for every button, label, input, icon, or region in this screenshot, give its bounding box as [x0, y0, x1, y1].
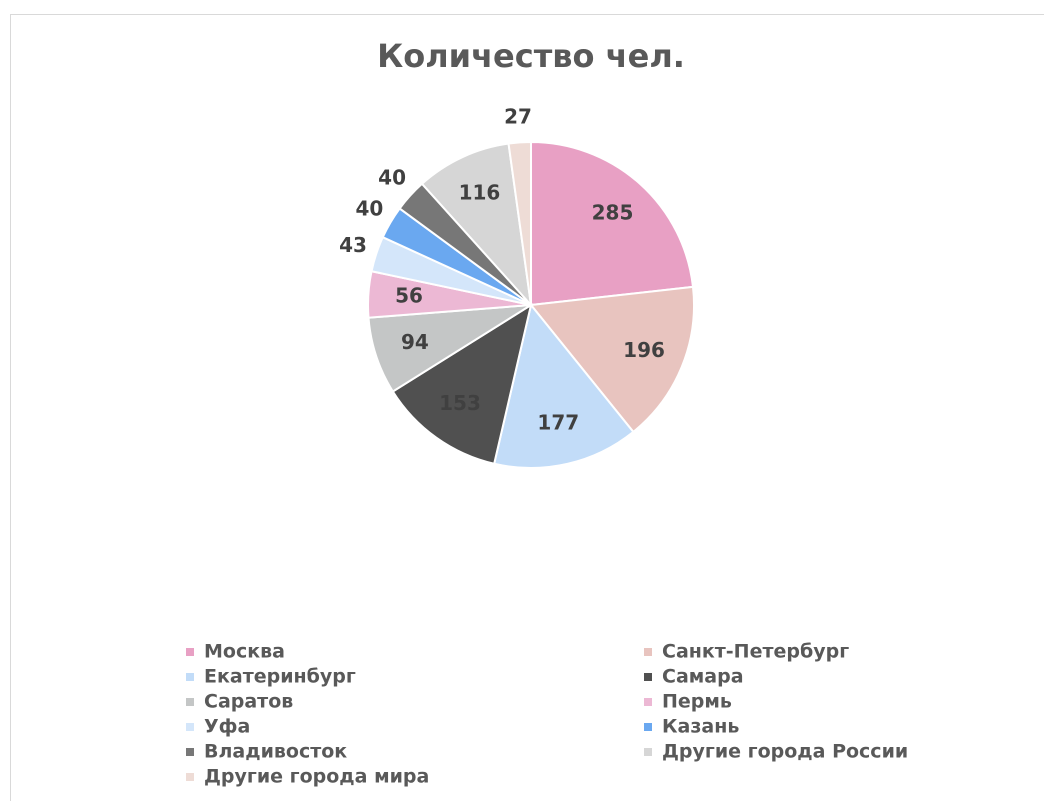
legend-label: Пермь — [662, 691, 732, 713]
data-label: 285 — [592, 200, 634, 224]
legend-swatch — [644, 698, 652, 706]
legend-label: Саратов — [204, 691, 293, 713]
legend-label: Уфа — [204, 716, 250, 738]
data-label: 56 — [395, 284, 423, 308]
legend-label: Казань — [662, 716, 739, 738]
legend-label: Самара — [662, 666, 744, 688]
data-label: 196 — [623, 338, 665, 362]
legend-swatch — [186, 748, 194, 756]
data-label: 177 — [537, 411, 579, 435]
legend-swatch — [186, 673, 194, 681]
legend-swatch — [186, 773, 194, 781]
legend-swatch — [644, 673, 652, 681]
chart-title: Количество чел. — [377, 37, 685, 75]
legend-label: Другие города мира — [204, 766, 429, 788]
data-label: 94 — [401, 330, 429, 354]
legend-swatch — [186, 648, 194, 656]
legend-swatch — [186, 723, 194, 731]
legend-swatch — [644, 723, 652, 731]
legend-label: Санкт-Петербург — [662, 641, 849, 663]
legend-label: Другие города России — [662, 741, 908, 763]
data-label: 40 — [355, 197, 383, 221]
legend-label: Екатеринбург — [204, 666, 356, 688]
legend-swatch — [644, 648, 652, 656]
legend-swatch — [644, 748, 652, 756]
legend-label: Владивосток — [204, 741, 347, 763]
data-label: 40 — [378, 166, 406, 190]
data-label: 43 — [339, 233, 367, 257]
legend-label: Москва — [204, 641, 285, 663]
data-label: 116 — [459, 181, 501, 205]
data-label: 153 — [439, 391, 481, 415]
data-label: 27 — [504, 104, 532, 128]
legend-swatch — [186, 698, 194, 706]
